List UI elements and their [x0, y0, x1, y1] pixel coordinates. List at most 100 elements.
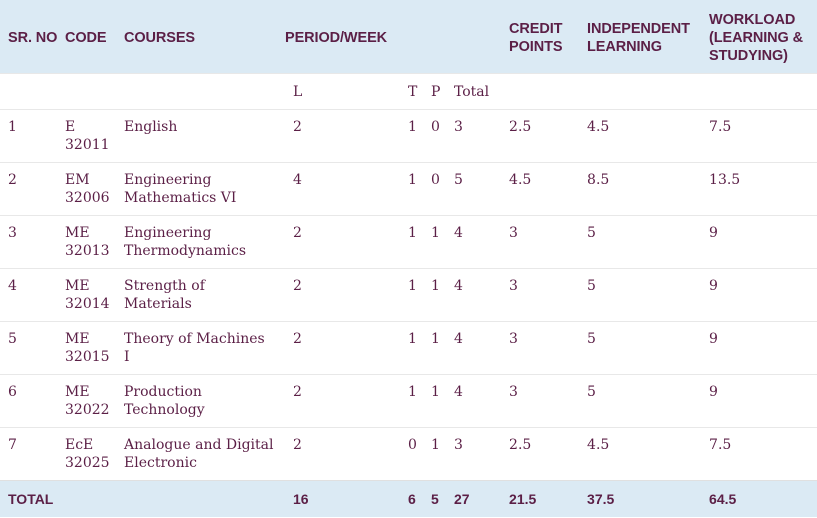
table-row: 7 EcE 32025 Analogue and Digital Electronic 2… — [0, 427, 817, 481]
cell-course: Engineering Thermodynamics — [124, 215, 285, 269]
totals-credit: 21.5 — [509, 480, 588, 517]
cell-p: 1 — [431, 215, 454, 269]
cell-l-text: 2 — [293, 278, 302, 294]
cell-credit-points: 3 — [509, 215, 588, 269]
cell-code-text: EM — [65, 172, 90, 188]
cell-course-text: Electronic — [124, 455, 197, 471]
cell-course-text: Thermodynamics — [124, 243, 247, 259]
table-row: 6 ME 32022 Production Technology 2 1 1 4 3 5 9 — [0, 374, 817, 428]
cell-code-text: 32013 — [65, 243, 110, 259]
cell-course: Strength of Materials — [124, 268, 285, 322]
cell-independent-learning-text: 5 — [587, 384, 596, 400]
cell-credit-points: 2.5 — [509, 109, 588, 163]
cell-workload-text: 9 — [709, 278, 718, 294]
cell-t: 1 — [408, 215, 431, 269]
subheader-total: Total — [454, 73, 510, 110]
header-independent-line-2: LEARNING — [587, 39, 662, 55]
subheader-l: L — [285, 73, 408, 110]
totals-total: 27 — [454, 480, 510, 517]
cell-workload: 13.5 — [709, 162, 817, 216]
cell-total: 4 — [454, 374, 510, 428]
cell-total: 4 — [454, 321, 510, 375]
cell-code-text: 32014 — [65, 296, 110, 312]
cell-p-text: 0 — [431, 172, 440, 188]
cell-sr-no-text: 7 — [8, 437, 17, 453]
header-workload-line-3: STUDYING) — [709, 48, 788, 64]
cell-sr-no: 5 — [0, 321, 65, 375]
totals-label: TOTAL — [0, 480, 65, 517]
cell-p: 1 — [431, 321, 454, 375]
cell-credit-points-text: 2.5 — [509, 437, 532, 453]
header-code: CODE — [65, 0, 124, 74]
cell-credit-points-text: 3 — [509, 278, 518, 294]
header-workload-line-2: (LEARNING & — [709, 30, 803, 46]
cell-code-text: 32025 — [65, 455, 110, 471]
cell-p-text: 1 — [431, 437, 440, 453]
cell-l: 4 — [285, 162, 408, 216]
cell-code: EcE 32025 — [65, 427, 124, 481]
cell-code: E 32011 — [65, 109, 124, 163]
cell-course-text: Technology — [124, 402, 205, 418]
cell-independent-learning-text: 5 — [587, 278, 596, 294]
cell-code-text: EcE — [65, 437, 94, 453]
cell-p: 1 — [431, 374, 454, 428]
cell-course-text: Mathematics VI — [124, 190, 237, 206]
cell-code-text: ME — [65, 278, 90, 294]
cell-total: 5 — [454, 162, 510, 216]
cell-course-text: Materials — [124, 296, 192, 312]
cell-workload-text: 9 — [709, 225, 718, 241]
cell-code-text: 32022 — [65, 402, 110, 418]
cell-t-text: 1 — [408, 225, 417, 241]
cell-p-text: 1 — [431, 331, 440, 347]
cell-total: 4 — [454, 215, 510, 269]
cell-workload-text: 7.5 — [709, 437, 732, 453]
cell-code-text: ME — [65, 331, 90, 347]
cell-total-text: 4 — [454, 225, 463, 241]
cell-credit-points: 2.5 — [509, 427, 588, 481]
cell-course: English — [124, 109, 285, 163]
cell-independent-learning: 4.5 — [587, 427, 710, 481]
cell-l-text: 4 — [293, 172, 302, 188]
cell-sr-no: 2 — [0, 162, 65, 216]
cell-credit-points-text: 3 — [509, 384, 518, 400]
cell-sr-no-text: 1 — [8, 119, 17, 135]
cell-independent-learning: 5 — [587, 268, 710, 322]
cell-sr-no-text: 2 — [8, 172, 17, 188]
totals-row: TOTAL 16 6 5 27 21.5 37.5 64.5 — [0, 480, 817, 517]
cell-credit-points-text: 3 — [509, 331, 518, 347]
cell-code-text: E — [65, 119, 76, 135]
table-row: 5 ME 32015 Theory of Machines I 2 1 1 4 3 5 9 — [0, 321, 817, 375]
cell-sr-no-text: 3 — [8, 225, 17, 241]
totals-l: 16 — [285, 480, 408, 517]
cell-p-text: 1 — [431, 278, 440, 294]
cell-workload-text: 9 — [709, 384, 718, 400]
cell-workload: 9 — [709, 321, 817, 375]
cell-workload-text: 13.5 — [709, 172, 741, 188]
cell-course-text: Strength of — [124, 278, 205, 294]
table-row: 3 ME 32013 Engineering Thermodynamics 2 1 1 4 3 5 9 — [0, 215, 817, 269]
cell-code: ME 32015 — [65, 321, 124, 375]
cell-total-text: 4 — [454, 278, 463, 294]
cell-t: 1 — [408, 374, 431, 428]
cell-t-text: 1 — [408, 119, 417, 135]
cell-course: Production Technology — [124, 374, 285, 428]
cell-course-text: I — [124, 349, 130, 365]
cell-p-text: 1 — [431, 225, 440, 241]
cell-sr-no-text: 4 — [8, 278, 17, 294]
cell-p: 0 — [431, 162, 454, 216]
table-row: 4 ME 32014 Strength of Materials 2 1 1 4 3 5 9 — [0, 268, 817, 322]
cell-code: ME 32013 — [65, 215, 124, 269]
header-workload-line-1: WORKLOAD — [709, 12, 796, 28]
cell-code-text: 32011 — [65, 137, 110, 153]
cell-p: 1 — [431, 427, 454, 481]
cell-t-text: 1 — [408, 278, 417, 294]
cell-total: 3 — [454, 109, 510, 163]
cell-workload-text: 9 — [709, 331, 718, 347]
cell-l-text: 2 — [293, 437, 302, 453]
cell-sr-no-text: 5 — [8, 331, 17, 347]
header-credit-line-2: POINTS — [509, 39, 563, 55]
cell-total: 3 — [454, 427, 510, 481]
cell-l: 2 — [285, 268, 408, 322]
cell-total-text: 3 — [454, 119, 463, 135]
cell-sr-no: 4 — [0, 268, 65, 322]
